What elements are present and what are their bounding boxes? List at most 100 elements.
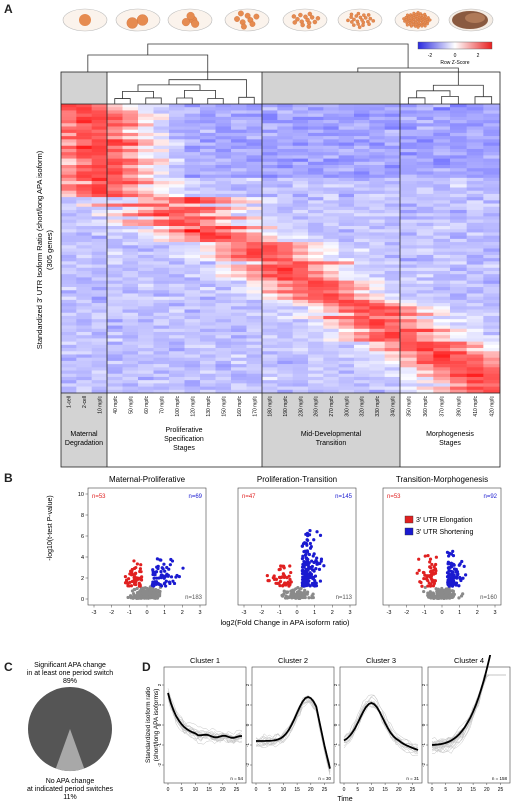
legend-shortening: 3′ UTR Shortening (416, 529, 473, 536)
volcano-n-elongation: n=53 (387, 494, 401, 500)
volcano-x-tick: -2 (259, 610, 264, 616)
cluster-x-tick: 0 (167, 787, 170, 793)
volcano-plot-2: Proliferation-Transition -3 -2 -1 0 1 2 3 n=47 n=… (237, 475, 357, 616)
cluster-n-label: n = 158 (492, 776, 508, 781)
embryo-icon-5 (282, 8, 328, 32)
cluster-y-tick: 2 (333, 683, 338, 686)
cluster-mean-line (256, 696, 331, 769)
volcano-title: Maternal-Proliferative (109, 475, 186, 484)
stage-label-maternal-1: Maternal (70, 431, 98, 438)
stage-label-mdt-2: Transition (316, 440, 347, 447)
cluster-n-label: n = 54 (230, 776, 243, 781)
stage-label-bg-maternal (61, 393, 107, 467)
heatmap-frame (60, 71, 501, 468)
stage-label-maternal-2: Degradation (65, 440, 103, 447)
column-label: 340 mpfc (390, 396, 396, 417)
panel-label-d: D (142, 660, 151, 674)
cluster-y-tick: -2 (245, 763, 250, 767)
cluster-x-tick: 20 (308, 787, 314, 793)
volcano-x-tick: 2 (331, 610, 334, 616)
heatmap-y-sublabel: (305 genes) (45, 229, 54, 270)
cluster-y-tick: -1 (421, 743, 426, 747)
volcano-x-tick: 1 (458, 610, 461, 616)
cluster-y-tick: 0 (421, 723, 426, 726)
heatmap-figure: -2 0 2 Row Z-Score 1-cell 2-cell 10 mpfc 40… (35, 8, 501, 468)
cluster-title: Cluster 3 (366, 656, 396, 665)
column-label: 60 mpfc (144, 396, 150, 414)
cluster-y-tick: 0 (333, 723, 338, 726)
column-label: 120 mpfc (190, 396, 196, 417)
cluster-x-tick: 15 (470, 787, 476, 793)
column-label: 50 mpfc (128, 396, 134, 414)
volcano-x-tick: 0 (145, 610, 148, 616)
volcano-x-tick: -3 (387, 610, 392, 616)
volcano-x-tick: 1 (313, 610, 316, 616)
embryo-icon-7 (394, 8, 440, 32)
pie-slice-no-change (55, 729, 85, 771)
cluster-y-tick: -2 (157, 763, 162, 767)
volcano-y-tick: 10 (78, 492, 84, 498)
cluster-y-tick: 0 (245, 723, 250, 726)
column-label: 1-cell (67, 396, 73, 408)
pie-top-pct: 89% (63, 678, 77, 685)
volcano-n-unchanged: n=183 (185, 595, 203, 601)
cluster-n-label: n = 31 (406, 776, 419, 781)
volcano-n-elongation: n=53 (92, 494, 106, 500)
cluster-x-tick: 10 (457, 787, 463, 793)
column-label: 410 mpfc (473, 396, 479, 417)
volcano-x-tick: -3 (92, 610, 97, 616)
volcano-x-tick: 1 (163, 610, 166, 616)
pie-figure: Significant APA change in at least one p… (27, 662, 114, 801)
embryo-icon-2 (115, 8, 161, 32)
cluster-y-tick: -1 (245, 743, 250, 747)
embryo-icons (62, 8, 494, 32)
cluster-x-tick: 25 (322, 787, 328, 793)
volcano-plot-1: Maternal-Proliferative -3 -2 -1 0 1 2 3 0 2 4 6 8 10 n… (78, 475, 207, 616)
cluster-x-tick: 5 (356, 787, 359, 793)
embryo-icon-6 (337, 8, 383, 32)
volcano-y-tick: 2 (81, 576, 84, 582)
pie-top-label-1: Significant APA change (34, 662, 106, 669)
pie-top-label-2: in at least one period switch (27, 670, 113, 677)
volcano-n-shortening: n=92 (483, 494, 497, 500)
volcano-x-tick: -1 (127, 610, 132, 616)
panel-label-a: A (4, 2, 13, 16)
stage-label-mdt-1: Mid-Developmental (301, 431, 362, 438)
stage-label-prolif-1: Proliferative (166, 427, 203, 434)
cluster-x-tick: 15 (206, 787, 212, 793)
cluster-mean-line (431, 655, 492, 746)
volcano-y-label: -log10(t-test P-value) (47, 495, 54, 560)
stage-label-bg-transition (262, 393, 400, 467)
pie-bottom-label-1: No APA change (46, 778, 95, 785)
volcano-x-label: log2(Fold Change in APA isoform ratio) (220, 618, 350, 627)
heatmap-cells (61, 104, 501, 394)
volcano-x-tick: 0 (295, 610, 298, 616)
cluster-mean-line (167, 692, 243, 739)
embryo-icon-8 (448, 8, 494, 32)
column-label: 70 mpfc (159, 396, 165, 414)
volcano-n-shortening: n=69 (188, 494, 202, 500)
cluster-x-tick: 5 (268, 787, 271, 793)
column-label: 260 mpfc (314, 396, 320, 417)
column-label: 270 mpfc (329, 396, 335, 417)
cluster-y-tick: 1 (333, 703, 338, 706)
stage-label-morph-1: Morphogenesis (426, 431, 474, 438)
cluster-y-tick: 2 (421, 683, 426, 686)
cluster-x-tick: 10 (369, 787, 375, 793)
volcano-x-tick: -2 (404, 610, 409, 616)
column-label: 190 mpfc (283, 396, 289, 417)
panel-label-b: B (4, 471, 13, 485)
cluster-y-tick: -1 (157, 743, 162, 747)
heatmap-y-label: Standardized 3′ UTR Isoform Ratio (short… (35, 150, 44, 349)
volcano-y-tick: 8 (81, 513, 84, 519)
pie-bottom-label-2: at indicated period switches (27, 786, 113, 793)
cluster-y-tick: -2 (421, 763, 426, 767)
cluster-y-tick: -2 (333, 763, 338, 767)
volcano-n-shortening: n=145 (335, 494, 353, 500)
cluster-x-tick: 20 (396, 787, 402, 793)
volcano-x-tick: -1 (422, 610, 427, 616)
stage-label-morph-2: Stages (439, 440, 461, 447)
